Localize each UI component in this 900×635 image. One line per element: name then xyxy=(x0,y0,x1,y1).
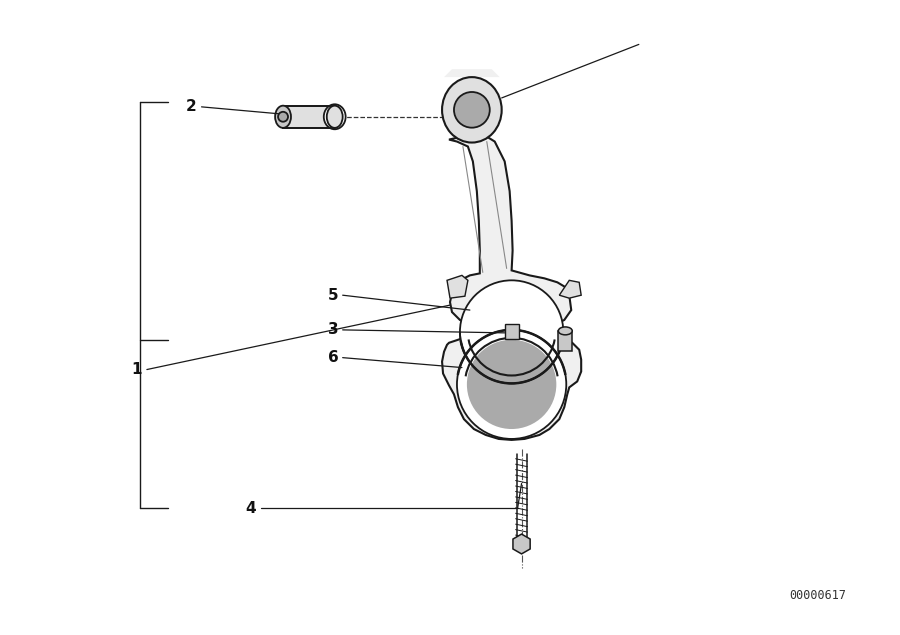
Text: 4: 4 xyxy=(246,501,256,516)
Ellipse shape xyxy=(442,77,501,142)
Polygon shape xyxy=(558,331,572,351)
Text: 3: 3 xyxy=(328,323,338,337)
Ellipse shape xyxy=(457,330,566,439)
Polygon shape xyxy=(444,69,500,77)
Ellipse shape xyxy=(324,104,346,130)
Ellipse shape xyxy=(467,340,556,429)
Ellipse shape xyxy=(454,92,490,128)
Ellipse shape xyxy=(558,327,572,335)
Polygon shape xyxy=(513,534,530,554)
Polygon shape xyxy=(283,105,335,128)
Polygon shape xyxy=(447,276,468,298)
Polygon shape xyxy=(505,324,518,339)
Text: 6: 6 xyxy=(328,350,338,365)
Ellipse shape xyxy=(275,105,291,128)
Ellipse shape xyxy=(278,112,288,122)
Ellipse shape xyxy=(460,280,563,384)
Polygon shape xyxy=(442,336,581,440)
Polygon shape xyxy=(559,280,581,298)
Polygon shape xyxy=(449,133,572,334)
Ellipse shape xyxy=(327,105,343,128)
Text: 00000617: 00000617 xyxy=(789,589,846,602)
Text: 2: 2 xyxy=(185,99,196,114)
Text: 5: 5 xyxy=(328,288,338,303)
Text: 1: 1 xyxy=(131,362,142,377)
